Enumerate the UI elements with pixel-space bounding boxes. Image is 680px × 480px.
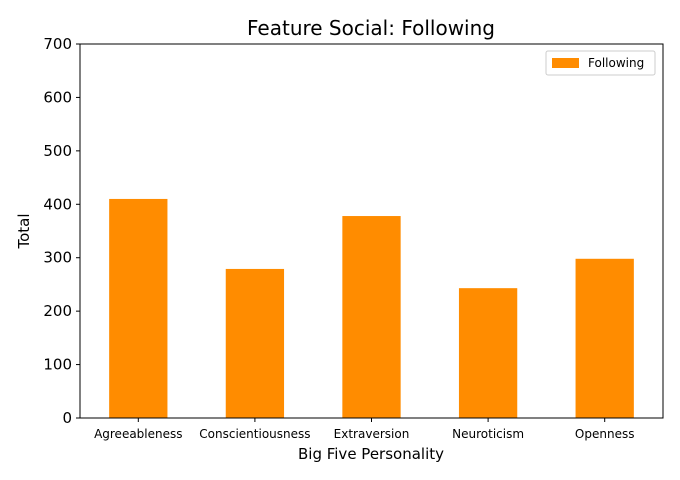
x-tick-label: Agreeableness — [94, 427, 182, 441]
y-tick-label: 500 — [43, 142, 72, 160]
legend: Following — [545, 50, 656, 76]
x-tick-label: Extraversion — [334, 427, 410, 441]
x-tick-label: Openness — [575, 427, 635, 441]
legend-label: Following — [588, 56, 644, 70]
bar-conscientiousness — [225, 268, 285, 418]
bar-extraversion — [342, 216, 401, 418]
plot-area: Agreeableness Conscientiousness Extraversi… — [43, 35, 664, 441]
x-axis-label: Big Five Personality — [298, 445, 444, 463]
y-tick-label: 700 — [43, 35, 72, 53]
axes-frame — [79, 43, 664, 419]
y-tick-label: 200 — [43, 302, 72, 320]
chart-title: Feature Social: Following — [247, 16, 495, 40]
x-tick-label: Neuroticism — [452, 427, 524, 441]
y-tick-label: 0 — [62, 409, 72, 427]
y-tick-label: 100 — [43, 356, 72, 374]
y-tick-label: 600 — [43, 88, 72, 106]
x-tick-label: Conscientiousness — [199, 427, 310, 441]
legend-swatch — [552, 58, 579, 68]
bar-neuroticism — [458, 288, 518, 418]
y-tick-label: 300 — [43, 249, 72, 267]
y-axis-label: Total — [15, 213, 33, 249]
bar-agreeableness — [109, 198, 168, 418]
y-tick-label: 400 — [43, 195, 72, 213]
bar-openness — [575, 258, 634, 418]
legend-frame — [545, 50, 656, 76]
